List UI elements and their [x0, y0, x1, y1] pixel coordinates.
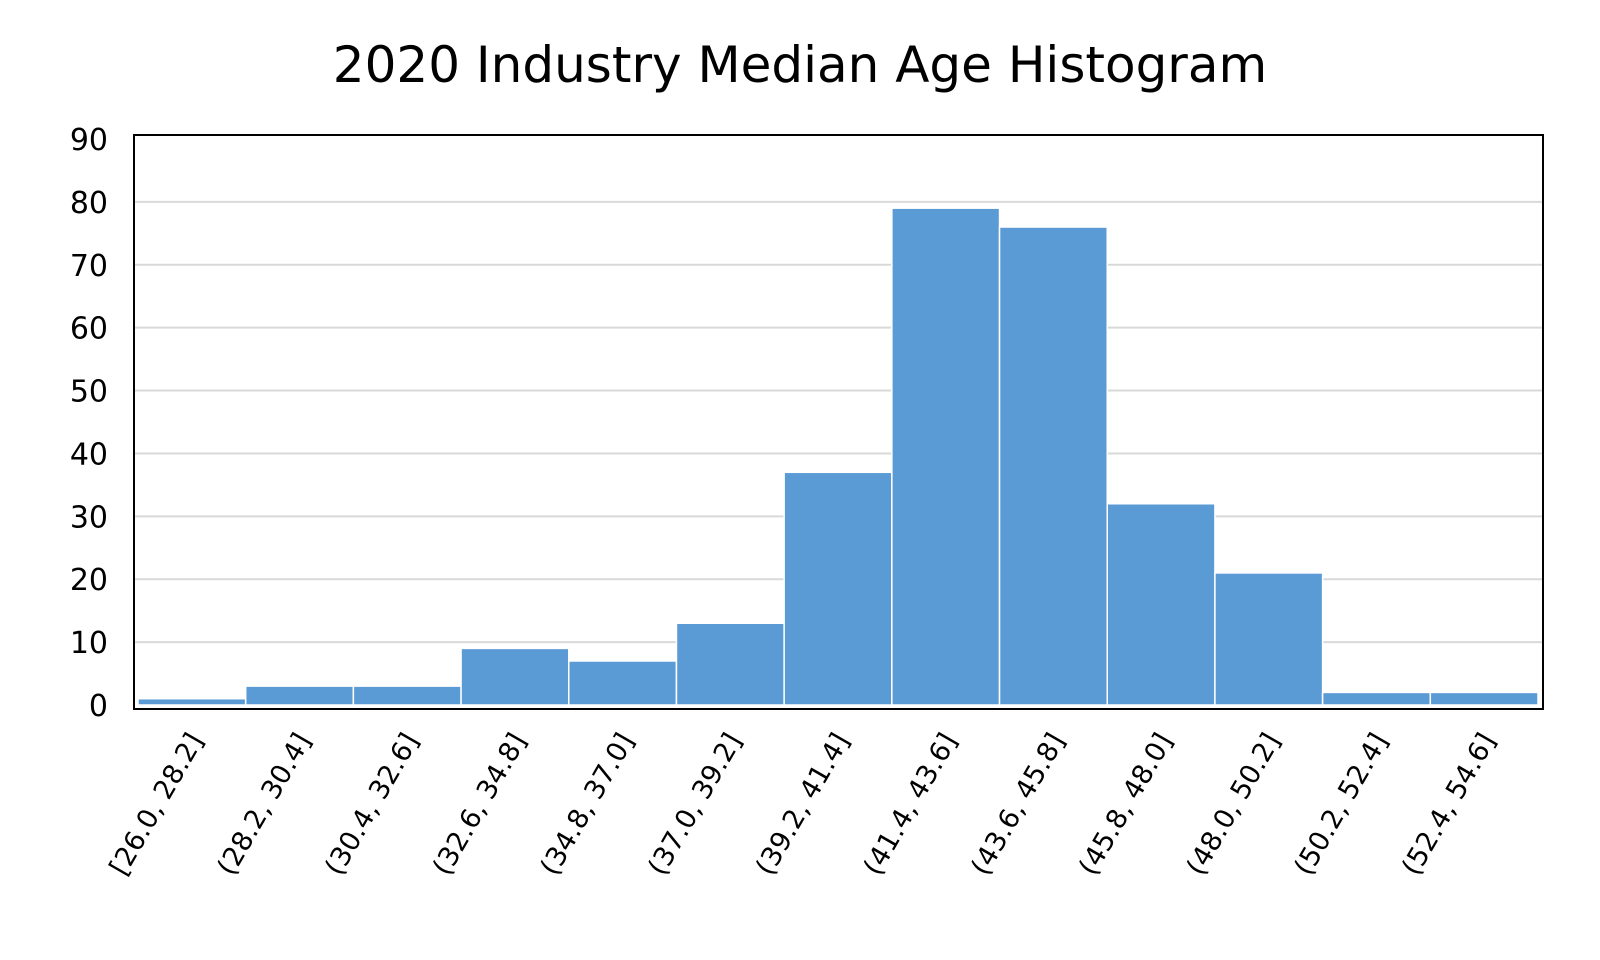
x-tick-label: (32.6, 34.8]: [427, 728, 533, 881]
histogram-bar: [675, 622, 785, 706]
x-tick-label: (43.6, 45.8]: [965, 728, 1071, 881]
histogram-bar: [998, 226, 1108, 706]
x-tick-label: (41.4, 43.6]: [858, 728, 964, 881]
x-tick-label: (48.0, 50.2]: [1181, 728, 1287, 881]
y-tick-label: 0: [89, 689, 108, 724]
y-tick-label: 50: [70, 375, 108, 410]
histogram-bar: [1214, 572, 1324, 706]
histogram-bar: [891, 207, 1001, 706]
x-tick-label: [26.0, 28.2]: [104, 728, 210, 881]
y-tick-label: 90: [70, 123, 108, 158]
y-tick-label: 20: [70, 563, 108, 598]
x-tick-label: (45.8, 48.0]: [1073, 728, 1179, 881]
bars: [137, 207, 1539, 706]
histogram-bar: [568, 660, 678, 706]
x-tick-label: (28.2, 30.4]: [212, 728, 318, 881]
y-tick-label: 70: [70, 249, 108, 284]
chart-title: 2020 Industry Median Age Histogram: [333, 36, 1267, 94]
histogram-bar: [137, 697, 247, 706]
y-tick-label: 80: [70, 186, 108, 221]
histogram-bar: [244, 685, 355, 706]
y-tick-label: 30: [70, 500, 108, 535]
histogram-bar: [460, 647, 570, 706]
histogram-bar: [1106, 503, 1216, 706]
y-tick-label: 10: [70, 626, 108, 661]
plot-frame: [133, 134, 1544, 710]
y-tick-label: 40: [70, 437, 108, 472]
y-tick-label: 60: [70, 312, 108, 347]
x-tick-label: (37.0, 39.2]: [642, 728, 748, 881]
histogram-bar: [783, 471, 893, 706]
x-tick-label: (39.2, 41.4]: [750, 728, 856, 881]
histogram-bar: [1321, 691, 1432, 706]
x-axis: [26.0, 28.2] (28.2, 30.4] (30.4, 32.6] (32.…: [104, 728, 1502, 881]
x-tick-label: (30.4, 32.6]: [319, 728, 425, 881]
y-axis: 0 10 20 30 40 50 60 70 80 90: [70, 123, 108, 724]
x-tick-label: (50.2, 52.4]: [1288, 728, 1394, 881]
x-tick-label: (34.8, 37.0]: [535, 728, 641, 881]
histogram-bar: [1429, 691, 1539, 706]
histogram-bar: [352, 685, 462, 706]
x-tick-label: (52.4, 54.6]: [1396, 728, 1502, 881]
